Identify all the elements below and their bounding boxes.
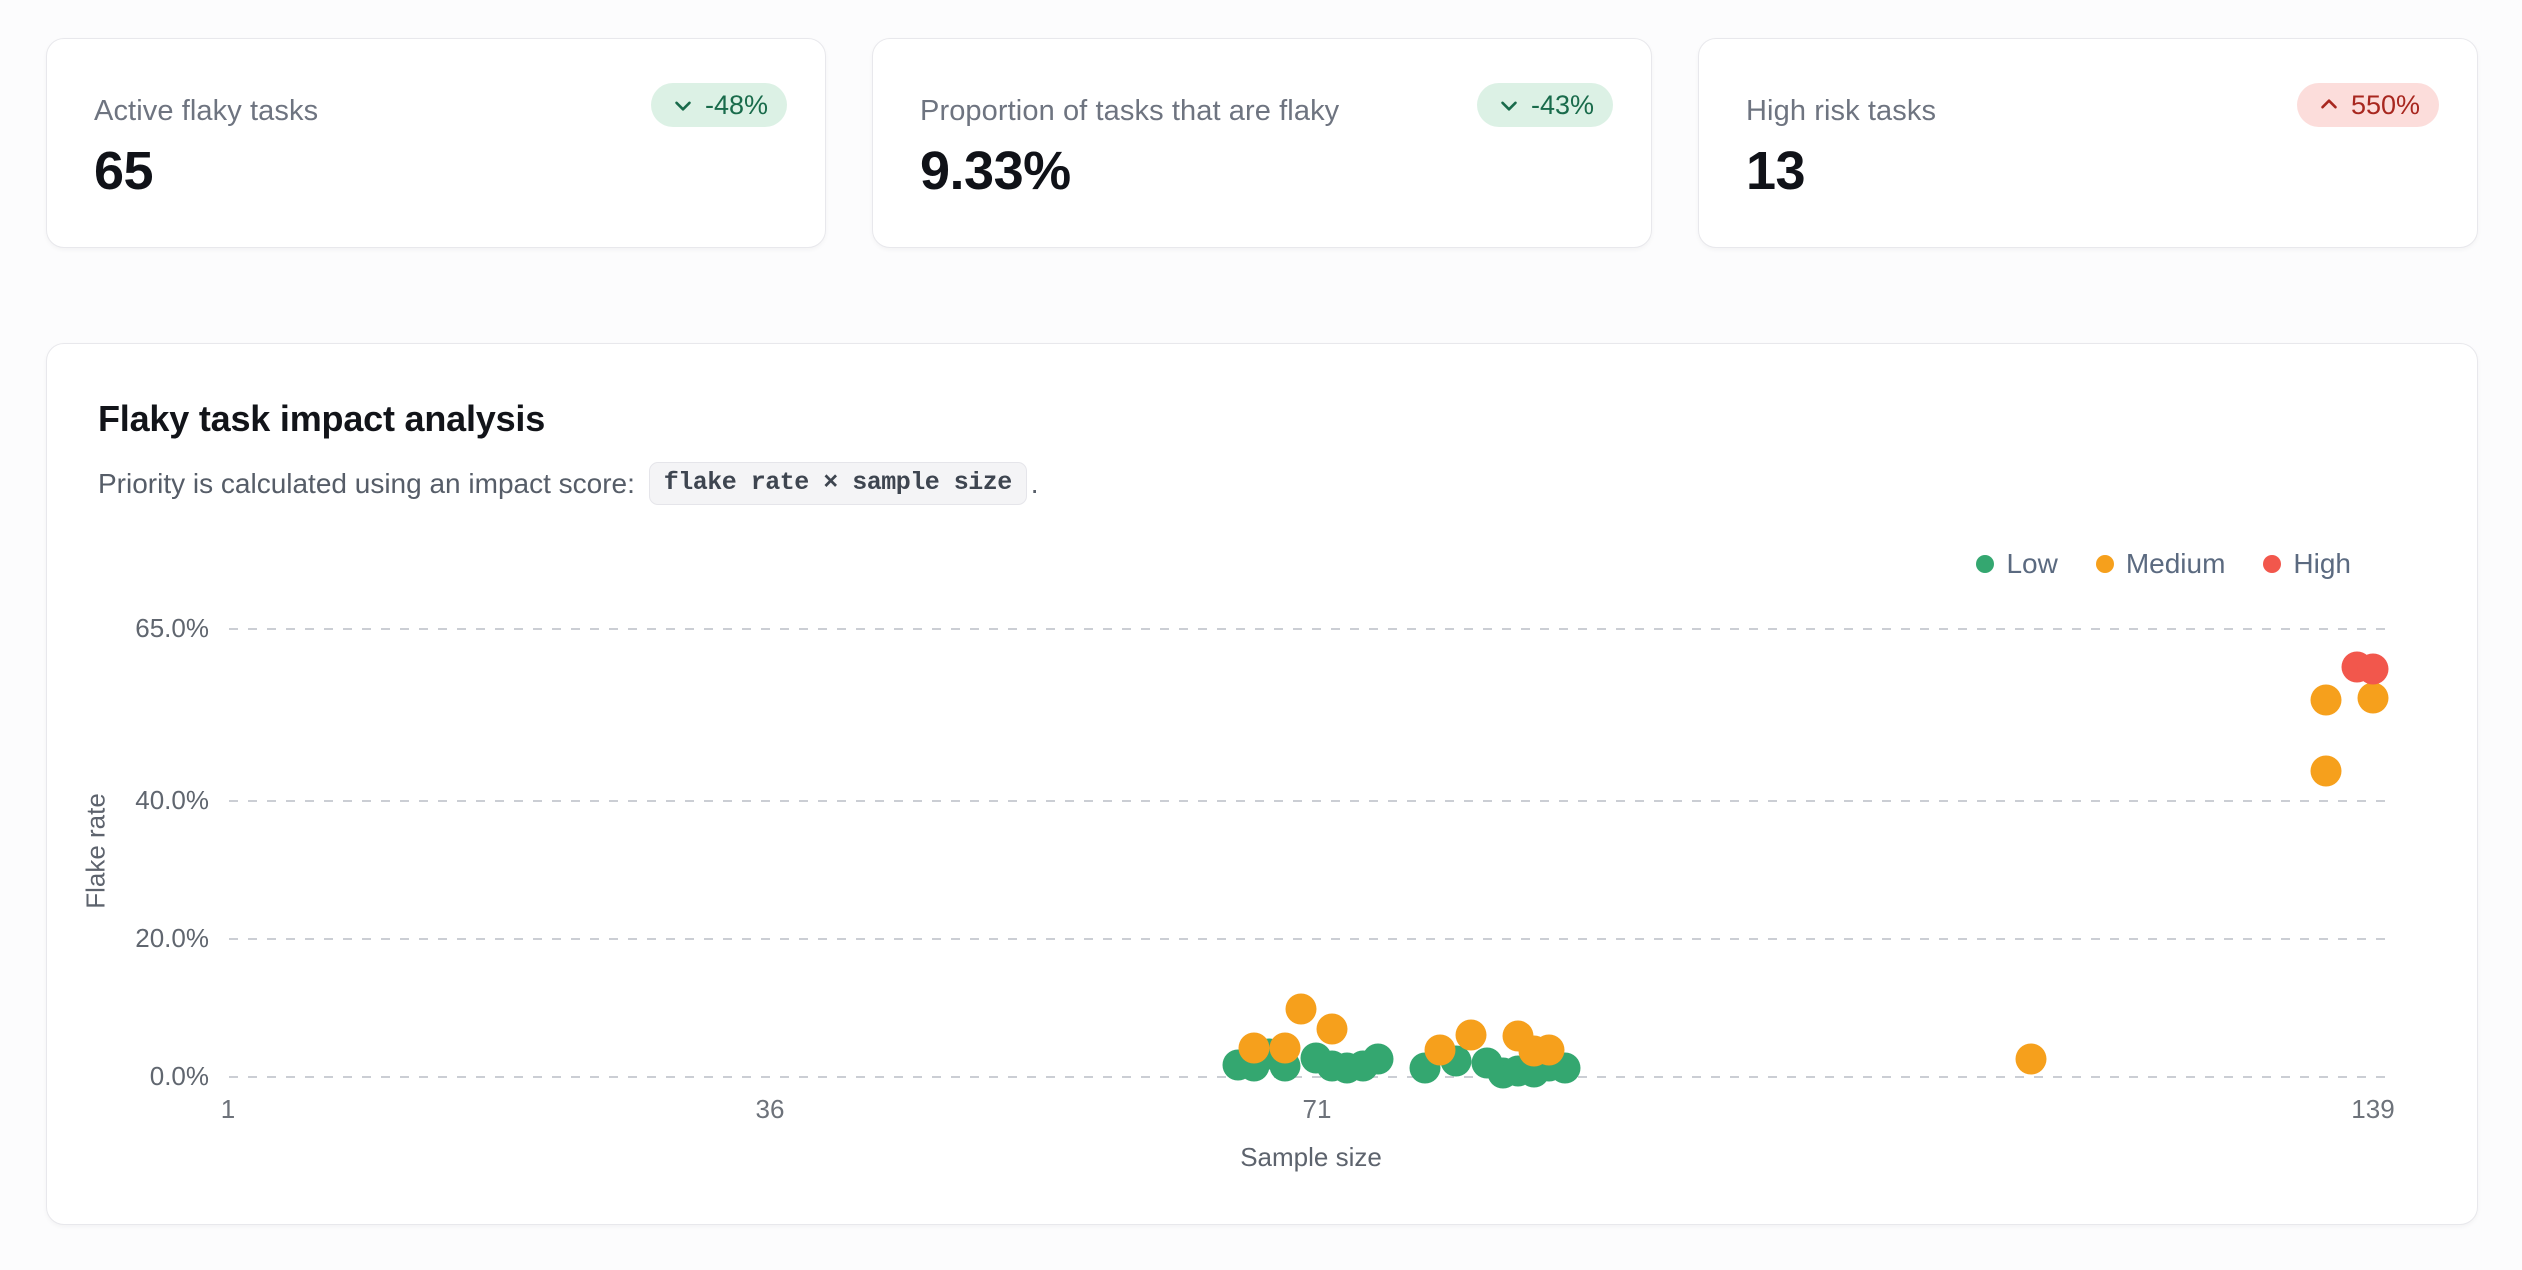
x-tick-71: 71 [1302, 1094, 1332, 1124]
gridline-20 [229, 938, 2393, 940]
gridline-40 [229, 800, 2393, 802]
trend-value: -43% [1530, 89, 1594, 120]
legend-label: Medium [2125, 548, 2226, 579]
scatter-point-medium [1316, 1013, 1348, 1045]
stat-label: Proportion of tasks that are flaky [920, 95, 1340, 127]
x-tick-139: 139 [2351, 1094, 2395, 1124]
chart-title: Flaky task impact analysis [98, 398, 546, 439]
gridline-65 [229, 628, 2393, 630]
scatter-point-low [1362, 1043, 1394, 1075]
stat-card-high-risk-tasks: High risk tasks 13 550% [1698, 38, 2478, 248]
scatter-point-medium [1269, 1032, 1301, 1064]
scatter-point-medium [1533, 1034, 1565, 1066]
scatter-point-medium [2357, 682, 2389, 714]
stat-value: 9.33% [920, 141, 1071, 201]
scatter-point-medium [2310, 684, 2342, 716]
stat-value: 65 [94, 141, 154, 201]
chart-subtitle: Priority is calculated using an impact s… [98, 462, 1039, 505]
stats-row: Active flaky tasks 65 -48% Proportion of… [0, 0, 2522, 248]
y-tick-40: 40.0% [135, 785, 209, 815]
stat-card-proportion-flaky: Proportion of tasks that are flaky 9.33%… [872, 38, 1652, 248]
scatter-point-medium [2015, 1043, 2047, 1075]
trend-badge: -43% [1476, 83, 1613, 127]
scatter-point-medium [2310, 755, 2342, 787]
legend-dot-medium [2095, 555, 2114, 573]
legend-dot-high [2263, 555, 2282, 573]
chevron-up-icon [2321, 99, 2337, 109]
scatter-point-medium [1238, 1032, 1270, 1064]
stat-label: High risk tasks [1746, 95, 1937, 127]
legend-label: High [2293, 548, 2351, 579]
legend-label: Low [2006, 548, 2058, 579]
legend-item-medium[interactable]: Medium [2095, 548, 2226, 580]
scatter-point-high [2357, 653, 2389, 685]
stat-card-active-flaky-tasks: Active flaky tasks 65 -48% [46, 38, 826, 248]
y-tick-0: 0.0% [149, 1061, 209, 1091]
legend-item-low[interactable]: Low [1976, 548, 2058, 580]
chevron-down-icon [675, 101, 691, 111]
impact-score-formula-chip: flake rate × sample size [648, 462, 1027, 505]
trend-badge: 550% [2296, 83, 2439, 127]
subtitle-text: Priority is calculated using an impact s… [98, 467, 643, 499]
scatter-point-medium [1424, 1034, 1456, 1066]
flaky-impact-chart-card: Flaky task impact analysis Priority is c… [46, 343, 2478, 1225]
stat-value: 13 [1746, 141, 1806, 201]
scatter-point-medium [1285, 993, 1316, 1025]
y-tick-20: 20.0% [135, 923, 209, 953]
x-tick-1: 1 [220, 1094, 236, 1124]
trend-badge: -48% [650, 83, 787, 127]
gridline-0 [229, 1076, 2393, 1078]
stat-label: Active flaky tasks [94, 95, 319, 127]
trend-value: 550% [2350, 89, 2420, 120]
legend-dot-low [1976, 555, 1995, 573]
scatter-plot-area: 65.0% 40.0% 20.0% 0.0% 1 36 71 139 Sampl… [47, 344, 2477, 1224]
y-axis-title: Flake rate [80, 793, 111, 909]
scatter-point-medium [1455, 1019, 1487, 1051]
trend-value: -48% [704, 89, 768, 120]
x-tick-36: 36 [755, 1094, 785, 1124]
chevron-down-icon [1501, 101, 1517, 111]
y-tick-65: 65.0% [135, 613, 209, 643]
legend-item-high[interactable]: High [2263, 548, 2351, 580]
chart-legend: Low Medium High [1976, 548, 2351, 580]
x-axis-title: Sample size [1240, 1142, 1382, 1172]
subtitle-period: . [1030, 467, 1039, 499]
